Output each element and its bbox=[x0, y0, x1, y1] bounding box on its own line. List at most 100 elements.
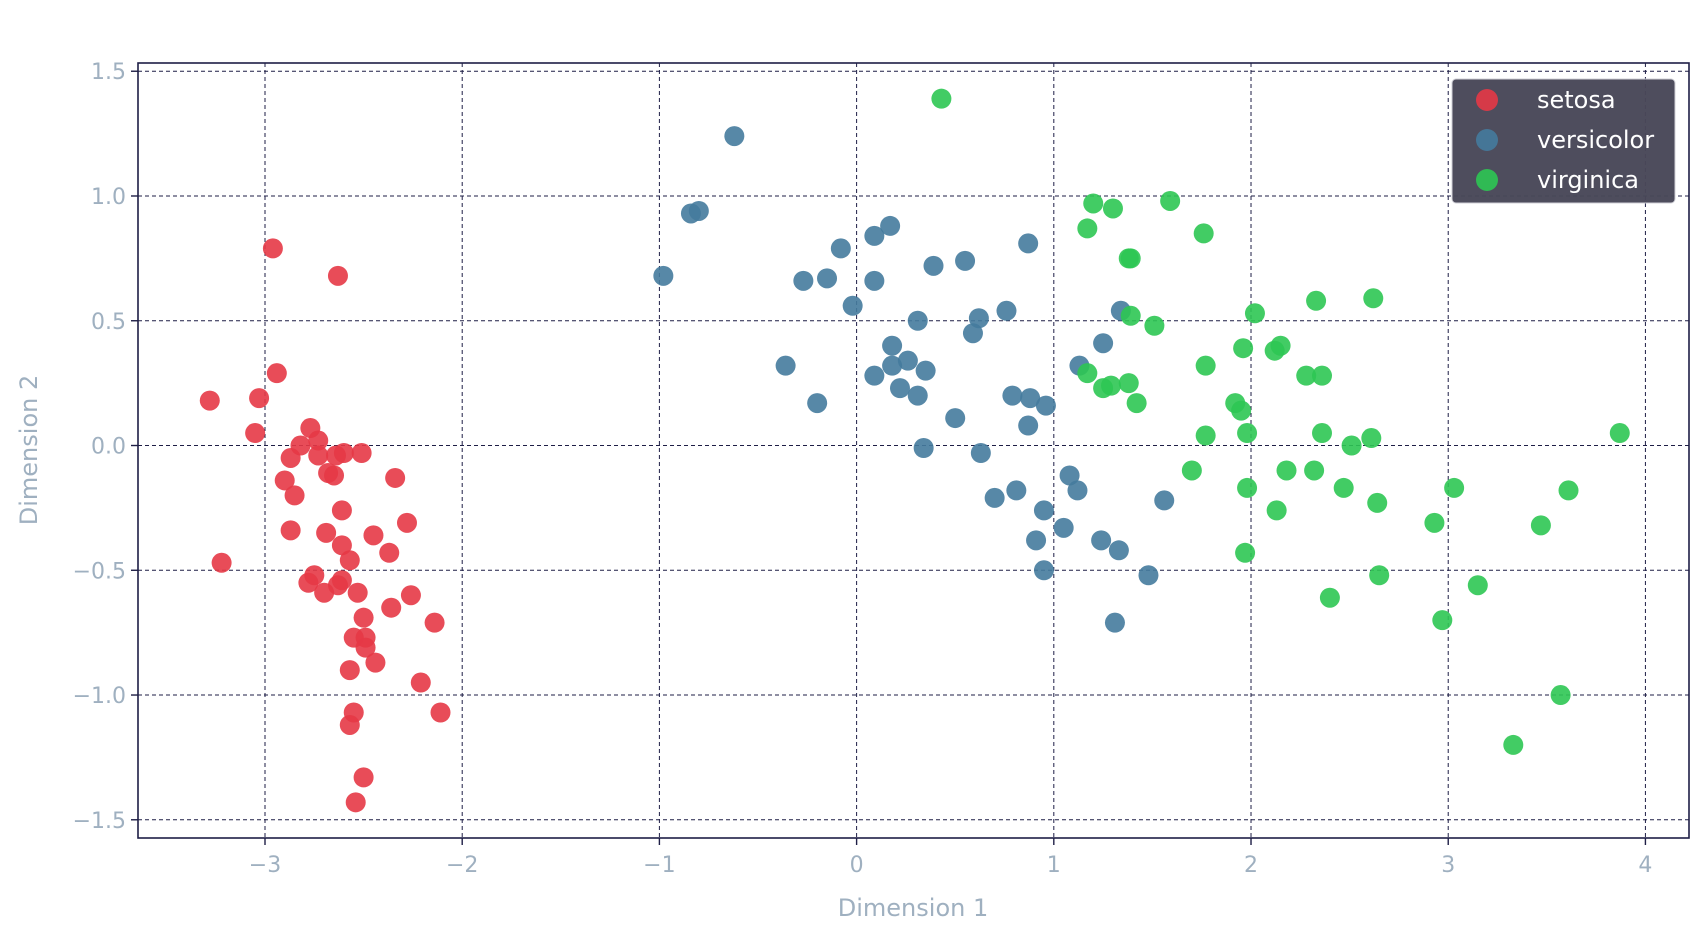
virginica-point bbox=[931, 88, 952, 109]
setosa-point bbox=[249, 388, 270, 409]
virginica-point bbox=[1118, 373, 1139, 394]
versicolor-point bbox=[897, 350, 918, 371]
setosa-point bbox=[365, 652, 386, 673]
versicolor-point bbox=[945, 408, 966, 429]
virginica-point bbox=[1276, 460, 1297, 481]
y-tick-label: −1.0 bbox=[73, 684, 126, 709]
setosa-point bbox=[331, 535, 352, 556]
versicolor-point bbox=[793, 270, 814, 291]
virginica-point bbox=[1369, 565, 1390, 586]
virginica-point bbox=[1432, 610, 1453, 631]
y-tick-label: 1.0 bbox=[91, 185, 126, 210]
x-tick-label: 4 bbox=[1638, 853, 1652, 878]
setosa-point bbox=[199, 390, 220, 411]
versicolor-point bbox=[907, 310, 928, 331]
virginica-point bbox=[1181, 460, 1202, 481]
versicolor-point bbox=[882, 335, 903, 356]
setosa-point bbox=[345, 792, 366, 813]
virginica-point bbox=[1195, 355, 1216, 376]
y-axis-label: Dimension 2 bbox=[15, 375, 43, 525]
setosa-point bbox=[339, 714, 360, 735]
virginica-point bbox=[1144, 315, 1165, 336]
versicolor-point bbox=[955, 250, 976, 271]
setosa-point bbox=[280, 520, 301, 541]
x-axis-label: Dimension 1 bbox=[838, 894, 988, 922]
setosa-point bbox=[331, 500, 352, 521]
plot-frame bbox=[137, 62, 1690, 839]
versicolor-point bbox=[1091, 530, 1112, 551]
x-tick-label: −2 bbox=[446, 853, 478, 878]
versicolor-point bbox=[1035, 395, 1056, 416]
versicolor-point bbox=[1067, 480, 1088, 501]
virginica-point bbox=[1296, 365, 1317, 386]
setosa-point bbox=[262, 238, 283, 259]
versicolor-point bbox=[996, 300, 1017, 321]
legend-marker-setosa bbox=[1476, 89, 1498, 111]
x-tick-label: −1 bbox=[643, 853, 675, 878]
virginica-point bbox=[1503, 734, 1524, 755]
virginica-point bbox=[1367, 492, 1388, 513]
setosa-point bbox=[347, 582, 368, 603]
setosa-point bbox=[363, 525, 384, 546]
versicolor-point bbox=[807, 393, 828, 414]
virginica-point bbox=[1120, 305, 1141, 326]
versicolor-point bbox=[962, 323, 983, 344]
x-tick-label: 2 bbox=[1244, 853, 1258, 878]
versicolor-point bbox=[923, 255, 944, 276]
setosa-point bbox=[381, 597, 402, 618]
virginica-point bbox=[1195, 425, 1216, 446]
virginica-point bbox=[1244, 303, 1265, 324]
virginica-point bbox=[1609, 423, 1630, 444]
setosa-point bbox=[308, 445, 329, 466]
versicolor-point bbox=[968, 308, 989, 329]
virginica-point bbox=[1444, 477, 1465, 498]
virginica-point bbox=[1120, 248, 1141, 269]
virginica-point bbox=[1341, 435, 1362, 456]
virginica-point bbox=[1558, 480, 1579, 501]
versicolor-point bbox=[1033, 560, 1054, 581]
versicolor-point bbox=[830, 238, 851, 259]
virginica-point bbox=[1233, 338, 1254, 359]
y-tick-label: 0.5 bbox=[91, 310, 126, 335]
setosa-point bbox=[324, 465, 345, 486]
legend-label-versicolor: versicolor bbox=[1537, 126, 1654, 154]
versicolor-point bbox=[688, 200, 709, 221]
setosa-point bbox=[400, 585, 421, 606]
virginica-point bbox=[1160, 190, 1181, 211]
setosa-point bbox=[385, 467, 406, 488]
virginica-point bbox=[1237, 423, 1258, 444]
legend-label-setosa: setosa bbox=[1537, 86, 1616, 114]
setosa-point bbox=[314, 582, 335, 603]
versicolor-point bbox=[775, 355, 796, 376]
versicolor-point bbox=[880, 215, 901, 236]
setosa-point bbox=[353, 767, 374, 788]
versicolor-point bbox=[1018, 415, 1039, 436]
legend: setosa versicolor virginica bbox=[1451, 78, 1676, 204]
virginica-point bbox=[1363, 288, 1384, 309]
versicolor-point bbox=[970, 442, 991, 463]
virginica-point bbox=[1361, 428, 1382, 449]
versicolor-point bbox=[864, 225, 885, 246]
versicolor-point bbox=[1093, 333, 1114, 354]
x-tick-label: 0 bbox=[850, 853, 864, 878]
virginica-point bbox=[1237, 477, 1258, 498]
y-tick-label: 1.5 bbox=[91, 60, 126, 85]
versicolor-point bbox=[913, 438, 934, 459]
versicolor-point bbox=[864, 365, 885, 386]
x-tick-label: 3 bbox=[1441, 853, 1455, 878]
versicolor-point bbox=[1053, 517, 1074, 538]
virginica-point bbox=[1102, 198, 1123, 219]
virginica-point bbox=[1304, 460, 1325, 481]
setosa-point bbox=[245, 423, 266, 444]
setosa-point bbox=[274, 470, 295, 491]
versicolor-point bbox=[984, 487, 1005, 508]
setosa-point bbox=[327, 265, 348, 286]
legend-box bbox=[1451, 78, 1676, 204]
versicolor-point bbox=[1006, 480, 1027, 501]
versicolor-point bbox=[1154, 490, 1175, 511]
setosa-point bbox=[430, 702, 451, 723]
versicolor-point bbox=[724, 126, 745, 147]
virginica-point bbox=[1319, 587, 1340, 608]
legend-marker-versicolor bbox=[1476, 129, 1498, 151]
